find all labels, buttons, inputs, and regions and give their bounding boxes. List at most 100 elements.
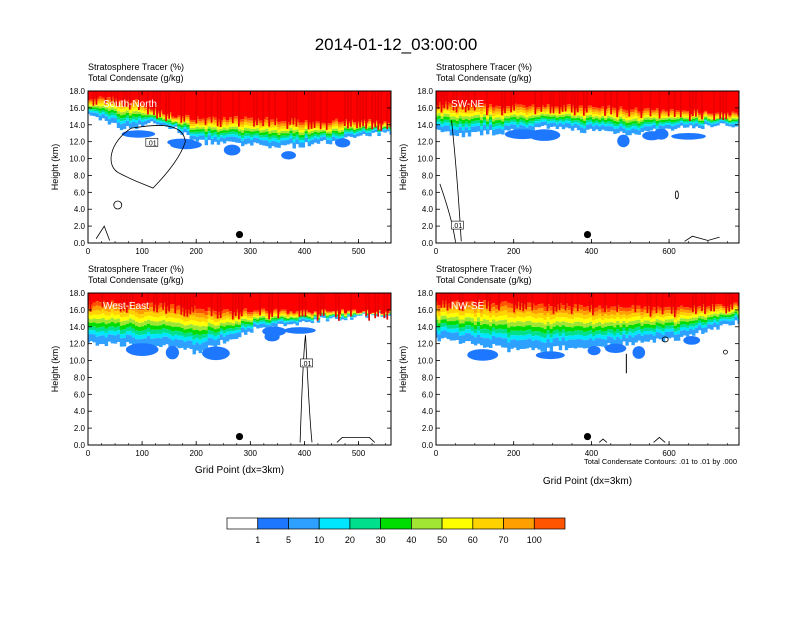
tracer-cell [634,320,637,324]
tracer-cell [323,133,326,135]
tracer-cell [722,306,725,308]
tracer-cell [504,315,507,320]
panel-label: NW-SE [451,301,484,312]
tracer-cell [90,103,93,105]
tracer-cell [701,122,704,124]
tracer-cell [311,317,314,318]
tracer-cell [534,335,537,339]
y-tick-label: 12.0 [69,138,85,147]
tracer-cell [507,91,510,106]
tracer-cell [459,118,462,121]
tracer-cell [168,313,171,317]
tracer-cell [713,320,716,322]
tracer-cell [305,320,308,322]
tracer-cell [674,125,677,129]
tracer-cell [444,327,447,331]
tracer-cell [619,315,622,319]
tracer-streak [168,91,170,119]
tracer-cell [205,330,208,334]
tracer-cell [501,124,504,127]
tracer-cell [665,310,668,313]
tracer-cell [541,116,544,118]
tracer-cell [707,118,710,119]
tracer-cell [199,331,202,335]
tracer-cell [114,319,117,323]
tracer-cell [522,327,525,331]
tracer-cell [162,311,165,315]
tracer-cell [90,112,93,115]
tracer-cell [217,322,220,325]
tracer-cell [507,293,510,303]
tracer-cell [265,126,268,129]
tracer-cell [631,122,634,124]
tracer-cell [619,114,622,116]
tracer-cell [105,112,108,114]
tracer-cell [538,313,541,318]
tracer-cell [662,321,665,324]
tracer-cell [610,127,613,132]
tracer-cell [513,322,516,326]
tracer-cell [293,317,296,318]
tracer-cell [453,120,456,123]
tracer-cell [338,122,341,124]
y-tick-label: 10.0 [69,155,85,164]
tracer-cell [731,113,734,115]
tracer-cell [586,311,589,315]
tracer-cell [638,112,641,114]
tracer-cell [150,119,153,121]
tracer-cell [220,133,223,135]
tracer-cell [686,116,689,118]
tracer-cell [453,313,456,317]
tracer-cell [135,335,138,339]
x-tick-label: 500 [352,247,366,256]
tracer-cell [214,336,217,340]
tracer-cell [601,123,604,125]
tracer-cell [344,127,347,129]
tracer-cell [574,317,577,321]
tracer-cell [274,320,277,322]
tracer-cell [123,338,126,347]
tracer-cell [586,306,589,310]
tracer-cell [296,311,299,312]
tracer-cell [516,116,519,119]
tracer-cell [559,341,562,350]
tracer-blob [642,131,661,140]
tracer-cell [262,322,265,324]
tracer-cell [495,293,498,305]
tracer-streak [692,293,694,312]
tracer-cell [308,132,311,134]
tracer-cell [162,320,165,324]
tracer-cell [619,319,622,323]
tracer-cell [196,127,199,130]
tracer-cell [329,316,332,317]
tracer-cell [698,115,701,116]
tracer-cell [656,121,659,124]
tracer-cell [332,121,335,123]
tracer-cell [314,318,317,320]
tracer-cell [253,319,256,321]
tracer-cell [504,116,507,118]
tracer-cell [232,323,235,326]
tracer-cell [553,335,556,339]
tracer-cell [335,119,338,121]
tracer-cell [665,121,668,123]
tracer-cell [716,91,719,113]
tracer-cell [686,307,689,310]
tracer-cell [211,133,214,136]
tracer-cell [283,124,286,126]
tracer-cell [653,332,656,336]
tracer-cell [296,321,299,322]
tracer-cell [631,325,634,329]
tracer-cell [510,115,513,117]
tracer-cell [507,342,510,352]
tracer-cell [150,325,153,330]
tracer-cell [728,313,731,315]
tracer-cell [522,331,525,335]
tracer-cell [132,122,135,127]
tracer-cell [677,321,680,324]
tracer-cell [123,120,126,123]
tracer-cell [296,293,299,311]
tracer-cell [253,131,256,133]
tracer-cell [528,109,531,111]
tracer-cell [538,123,541,127]
